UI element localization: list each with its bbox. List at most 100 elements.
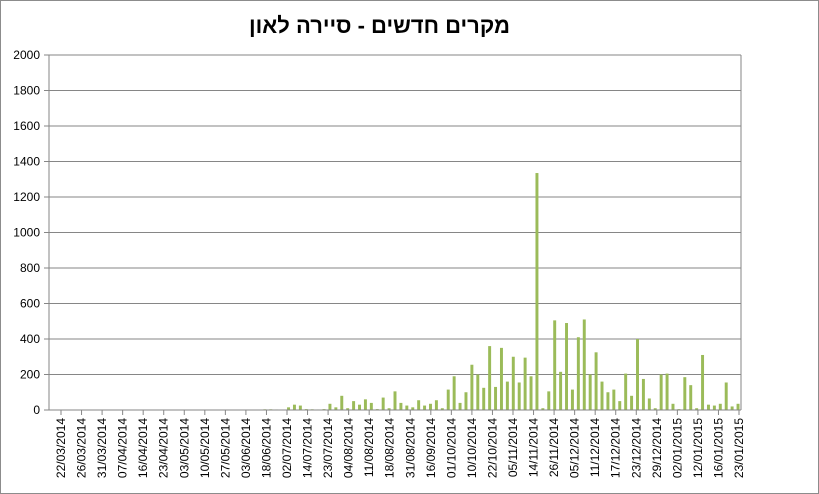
bar <box>665 373 669 410</box>
bar <box>369 402 373 410</box>
y-tick-label: 1800 <box>13 84 40 98</box>
x-tick-label: 31/03/2014 <box>95 418 109 478</box>
x-tick-label: 02/07/2014 <box>280 418 294 478</box>
bar <box>570 389 574 410</box>
y-tick-label: 1400 <box>13 155 40 169</box>
bar <box>736 403 740 410</box>
bar <box>328 403 332 410</box>
x-tick-label: 07/04/2014 <box>116 418 130 478</box>
x-tick-label: 03/06/2014 <box>239 418 253 478</box>
x-tick-label: 14/11/2014 <box>527 418 541 477</box>
y-tick-label: 600 <box>20 297 40 311</box>
x-tick-label: 29/12/2014 <box>650 418 664 478</box>
bar <box>482 387 486 410</box>
y-tick-label: 200 <box>20 368 40 382</box>
x-tick-label: 16/09/2014 <box>424 418 438 478</box>
bar <box>464 392 468 410</box>
x-tick-label: 22/03/2014 <box>54 418 68 478</box>
x-tick-label: 10/05/2014 <box>198 418 212 478</box>
bar <box>701 354 705 410</box>
bar <box>600 381 604 410</box>
x-tick-label: 01/10/2014 <box>444 418 458 478</box>
bar <box>689 385 693 410</box>
bar <box>417 400 421 410</box>
x-tick-label: 22/10/2014 <box>485 418 499 478</box>
bar <box>624 373 628 410</box>
bar <box>576 337 580 410</box>
x-tick-label: 23/01/2015 <box>732 418 746 478</box>
x-tick-label: 16/01/2015 <box>711 418 725 478</box>
bar <box>429 403 432 410</box>
x-tick-label: 14/07/2014 <box>301 418 315 478</box>
chart-title: מקרים חדשים - סיירה לאון <box>249 13 510 38</box>
bar <box>630 395 634 410</box>
bar <box>440 408 444 410</box>
bar <box>612 389 616 410</box>
bar <box>381 397 385 410</box>
y-tick-label: 800 <box>20 261 40 275</box>
x-tick-label: 18/08/2014 <box>383 418 397 478</box>
bar <box>730 406 734 410</box>
y-tick-label: 1000 <box>13 226 40 240</box>
bar <box>511 356 515 410</box>
bar <box>494 386 498 410</box>
bar <box>565 323 568 410</box>
bar <box>405 405 409 410</box>
bar <box>659 374 663 410</box>
bar <box>523 357 527 410</box>
bar <box>535 173 539 410</box>
bar <box>298 405 302 410</box>
bar <box>393 391 397 410</box>
x-tick-label: 18/06/2014 <box>259 418 273 478</box>
bar <box>423 405 427 410</box>
bar <box>340 395 344 410</box>
bar <box>446 389 450 410</box>
bar <box>292 404 296 410</box>
bar <box>411 407 415 410</box>
bar <box>641 378 645 410</box>
bar <box>618 401 622 410</box>
bar <box>588 374 592 410</box>
x-tick-label: 10/10/2014 <box>465 418 479 478</box>
x-tick-label: 05/12/2014 <box>568 418 582 478</box>
bar <box>434 400 438 410</box>
bar <box>683 377 687 410</box>
bar <box>458 402 462 410</box>
bar <box>636 339 639 410</box>
y-tick-label: 400 <box>20 332 40 346</box>
bar <box>529 376 533 410</box>
x-tick-label: 11/12/2014 <box>588 418 602 477</box>
x-tick-label: 26/03/2014 <box>75 418 89 478</box>
bar <box>653 408 657 410</box>
bar <box>470 364 474 410</box>
x-tick-label: 27/05/2014 <box>218 418 232 478</box>
x-tick-label: 16/04/2014 <box>136 418 150 478</box>
bar <box>399 402 403 410</box>
x-tick-label: 11/08/2014 <box>362 418 376 477</box>
bar <box>505 381 509 410</box>
x-tick-label: 23/07/2014 <box>321 418 335 478</box>
bar <box>287 407 291 410</box>
bar <box>553 320 557 410</box>
x-tick-label: 31/08/2014 <box>403 418 417 478</box>
bar <box>547 391 551 410</box>
x-tick-label: 05/11/2014 <box>506 418 520 477</box>
bar <box>606 392 610 410</box>
y-tick-label: 1200 <box>13 190 40 204</box>
x-tick-label: 02/01/2015 <box>670 418 684 478</box>
x-tick-label: 26/11/2014 <box>547 418 561 477</box>
bar <box>352 401 356 410</box>
y-tick-label: 0 <box>33 403 40 417</box>
bar <box>718 403 722 410</box>
bar <box>671 403 675 410</box>
bar <box>517 382 521 410</box>
bar <box>387 408 391 410</box>
x-tick-label: 23/04/2014 <box>157 418 171 478</box>
bar <box>706 404 710 410</box>
bar <box>488 346 492 410</box>
y-tick-label: 1600 <box>13 119 40 133</box>
x-tick-label: 17/12/2014 <box>609 418 623 478</box>
bar <box>499 347 503 410</box>
